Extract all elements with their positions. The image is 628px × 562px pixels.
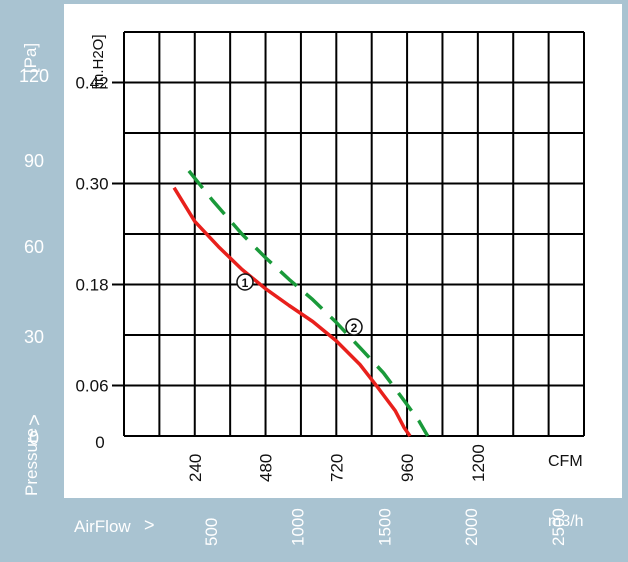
svg-text:2: 2 (351, 321, 358, 335)
cfm-tick-label: 720 (327, 454, 346, 482)
grid-lines (112, 31, 585, 437)
airflow-axis-title: AirFlow (74, 517, 131, 536)
pa-tick-label: 120 (19, 66, 49, 86)
pa-tick-label: 60 (24, 237, 44, 257)
m3h-tick-label: 2500 (549, 508, 568, 546)
m3h-tick-label: 1500 (375, 508, 394, 546)
plot-white-area (64, 4, 622, 498)
frame-left-band (0, 0, 64, 562)
inh2o-tick-label: 0.30 (75, 175, 108, 194)
frame-bottom-band (0, 498, 628, 562)
pressure-arrow-icon: > (24, 414, 46, 426)
series-line-1 (172, 186, 412, 438)
curve2-marker: 2 (345, 318, 363, 336)
pressure-axis-title: Pressure (22, 428, 41, 496)
inh2o-unit-label: [in.H2O] (90, 34, 107, 89)
m3h-tick-label: 500 (202, 518, 221, 546)
pa-unit-label: [Pa] (21, 43, 40, 73)
frame-right-edge (622, 0, 628, 562)
m3h-unit-label: m3/h (548, 513, 584, 530)
cfm-tick-label: 240 (186, 454, 205, 482)
airflow-arrow-icon: > (144, 515, 155, 535)
inh2o-tick-label: 0.18 (75, 276, 108, 295)
inh2o-tick-label: 0.42 (75, 74, 108, 93)
curve1-marker: 1 (236, 273, 254, 291)
cfm-tick-label: 960 (398, 454, 417, 482)
pa-tick-label: 0 (29, 428, 39, 448)
frame-top-edge (0, 0, 628, 4)
inh2o-tick-label: 0.06 (75, 377, 108, 396)
zero-tick-label: 0 (95, 433, 104, 452)
pa-tick-label: 90 (24, 151, 44, 171)
cfm-unit-label: CFM (548, 453, 583, 470)
pa-tick-label: 30 (24, 327, 44, 347)
series-curves (172, 169, 430, 438)
cfm-tick-label: 1200 (469, 444, 488, 482)
cfm-tick-label: 480 (257, 454, 276, 482)
series-line-2 (187, 169, 430, 437)
svg-text:1: 1 (242, 276, 249, 290)
m3h-tick-label: 2000 (462, 508, 481, 546)
m3h-tick-label: 1000 (289, 508, 308, 546)
